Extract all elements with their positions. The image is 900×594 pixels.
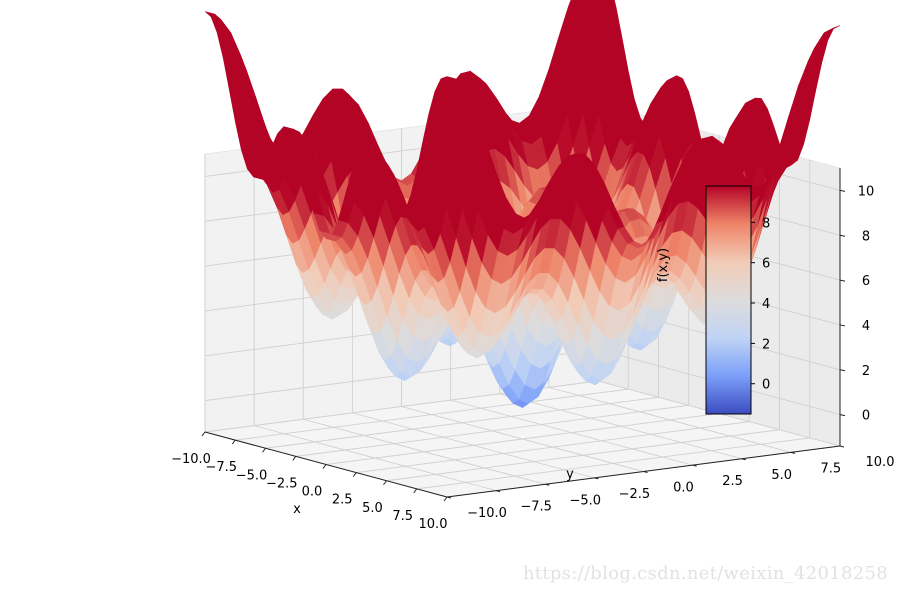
floor-gridline-x [416, 437, 810, 490]
x-tick-mark [292, 456, 297, 461]
y-axis-label: y [566, 467, 574, 482]
z-axis-label: f(x,y) [656, 248, 671, 282]
x-tick-label: −7.5 [205, 460, 237, 475]
x-tick-label: 7.5 [392, 509, 413, 524]
colorbar-tick-label: 8 [762, 216, 770, 231]
x-tick-mark [322, 464, 327, 469]
z-tick-label: 4 [862, 319, 870, 334]
z-tick-mark [839, 279, 846, 282]
floor-gridline-y [548, 386, 791, 453]
x-tick-label: −5.0 [236, 468, 268, 483]
floor-gridline-y [499, 393, 742, 460]
colorbar-gradient [705, 185, 752, 415]
z-tick-label: 10 [858, 184, 875, 199]
z-tick-label: 2 [862, 364, 870, 379]
y-tick-mark [790, 451, 795, 454]
y-tick-mark [496, 490, 501, 493]
x-tick-label: −10.0 [171, 452, 211, 467]
colorbar-tick-label: 4 [762, 297, 770, 312]
colorbar-tick-label: 2 [762, 337, 770, 352]
colorbar: 0 2 4 6 8 [705, 185, 770, 415]
y-tick-label: −2.5 [619, 487, 651, 502]
y-tick-mark [643, 471, 648, 473]
y-tick-label: 10.0 [866, 455, 895, 470]
x-tick-mark [383, 480, 387, 486]
z-tick-mark [839, 189, 846, 192]
y-tick-mark [839, 445, 845, 448]
y-axis-ticks: −10.0 −7.5 −5.0 −2.5 0.0 2.5 5.0 7.5 10.0 [446, 445, 895, 521]
y-tick-label: −5.0 [569, 493, 601, 508]
colorbar-tick-label: 6 [762, 257, 770, 272]
x-tick-label: 5.0 [362, 501, 383, 516]
z-tick-mark [839, 234, 846, 237]
z-tick-mark [839, 414, 846, 417]
x-tick-mark [352, 472, 357, 477]
y-tick-label: 7.5 [821, 461, 842, 476]
x-tick-mark [443, 496, 448, 502]
colorbar-ticks: 0 2 4 6 8 [751, 216, 770, 393]
y-tick-label: 0.0 [673, 481, 694, 496]
colorbar-tick-label: 0 [762, 378, 770, 393]
surface-facet [440, 76, 458, 82]
x-tick-mark [413, 488, 418, 494]
y-tick-label: −10.0 [467, 506, 507, 521]
y-tick-mark [692, 464, 697, 467]
z-tick-label: 6 [862, 274, 870, 289]
floor-gridline-y [450, 399, 693, 466]
y-tick-mark [446, 496, 452, 499]
z-tick-mark [839, 369, 846, 372]
y-tick-mark [594, 477, 599, 480]
x-tick-label: 10.0 [419, 517, 448, 532]
floor-gridline-x [356, 421, 750, 474]
x-axis-ticks: −10.0−7.5−5.0−2.5 0.0 2.5 5.0 7.5 10.0 [171, 431, 448, 532]
x-tick-label: −2.5 [266, 476, 298, 491]
y-tick-label: 5.0 [771, 468, 792, 483]
x-tick-mark [231, 439, 236, 445]
surface-mesh [204, 0, 841, 408]
x-tick-label: 0.0 [302, 485, 323, 500]
y-tick-mark [545, 483, 550, 486]
y-tick-label: −7.5 [520, 500, 552, 515]
watermark-text: https://blog.csdn.net/weixin_42018258 [522, 563, 888, 584]
y-tick-label: 2.5 [722, 474, 743, 489]
x-tick-mark [201, 431, 206, 437]
z-axis-ticks: 0 2 4 6 8 10 [839, 184, 875, 424]
floor-gridline-y [401, 406, 644, 472]
z-tick-label: 0 [862, 409, 870, 424]
z-tick-label: 8 [862, 229, 870, 244]
x-axis-label: x [293, 502, 301, 517]
z-tick-mark [839, 324, 846, 327]
x-tick-label: 2.5 [332, 493, 353, 508]
floor-gridline-x [386, 429, 780, 482]
x-tick-mark [262, 447, 266, 453]
y-tick-mark [741, 458, 746, 461]
